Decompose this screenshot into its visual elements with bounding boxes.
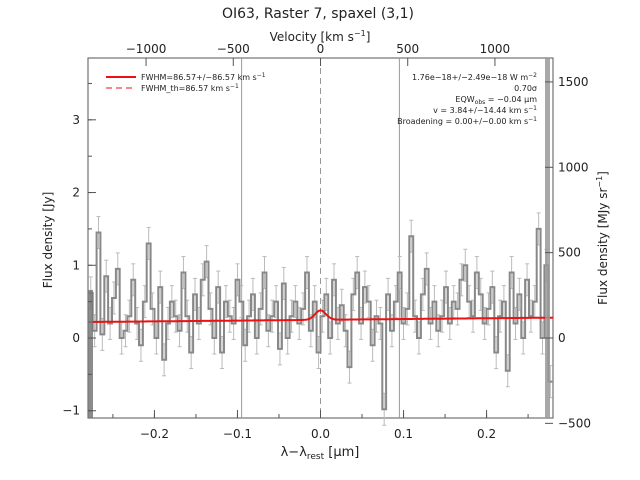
- y-tick-label: 1: [72, 258, 80, 272]
- top-axis-label: Velocity [km s−1]: [270, 29, 371, 44]
- right-tick-label: 500: [558, 246, 581, 260]
- y-tick-label: −1: [62, 404, 80, 418]
- annotation-broadening: Broadening = 0.00+/−0.00 km s−1: [397, 116, 537, 126]
- x-tick-label: 0.2: [477, 427, 496, 441]
- annotation-velocity: v = 3.84+/−14.44 km s−1: [433, 105, 537, 115]
- right-tick-label: 1500: [558, 75, 589, 89]
- top-tick-label: 1000: [480, 42, 511, 56]
- annotation-flux: 1.76e−18+/−2.49e−18 W m−2: [412, 72, 537, 82]
- y-tick-label: 3: [72, 113, 80, 127]
- fit-series: [88, 309, 554, 323]
- top-tick-label: −500: [217, 42, 250, 56]
- top-tick-label: −1000: [126, 42, 167, 56]
- annotation-sigma: 0.70σ: [514, 84, 537, 93]
- chart-title: OI63, Raster 7, spaxel (3,1): [222, 6, 414, 22]
- right-edge-band: [545, 58, 550, 418]
- x-tick-label: 0.0: [311, 427, 330, 441]
- y-tick-label: 2: [72, 186, 80, 200]
- y-tick-label: 0: [72, 331, 80, 345]
- left-edge-band: [88, 290, 93, 418]
- top-tick-label: 500: [396, 42, 419, 56]
- right-tick-label: 0: [558, 331, 566, 345]
- right-tick-label: −500: [558, 416, 591, 430]
- y-axis-label: Flux density [Jy]: [41, 192, 55, 289]
- right-axis-label: Flux density [MJy sr−1]: [595, 171, 610, 305]
- annotations: 1.76e−18+/−2.49e−18 W m−2 0.70σ EQWobs =…: [397, 72, 537, 126]
- top-tick-label: 0: [317, 42, 325, 56]
- annotation-eqw: EQWobs = −0.04 μm: [455, 95, 537, 106]
- legend-dashed-label: FWHM_th=86.57 km s−1: [141, 83, 239, 93]
- spectrum-series: [88, 227, 553, 411]
- reference-lines: [241, 58, 400, 418]
- x-axis-label: λ−λrest [μm]: [281, 445, 360, 462]
- x-tick-label: −0.2: [140, 427, 169, 441]
- right-tick-label: 1000: [558, 160, 589, 174]
- axis-ticks: −0.2 −0.1 0.0 0.1 0.2 −1 0 1 2 3 −1000 −500 0 500 1000…: [62, 42, 591, 441]
- x-tick-label: −0.1: [223, 427, 252, 441]
- x-tick-label: 0.1: [394, 427, 413, 441]
- legend-solid-label: FWHM=86.57+/−86.57 km s−1: [141, 72, 266, 82]
- legend: FWHM=86.57+/−86.57 km s−1 FWHM_th=86.57 …: [106, 72, 266, 93]
